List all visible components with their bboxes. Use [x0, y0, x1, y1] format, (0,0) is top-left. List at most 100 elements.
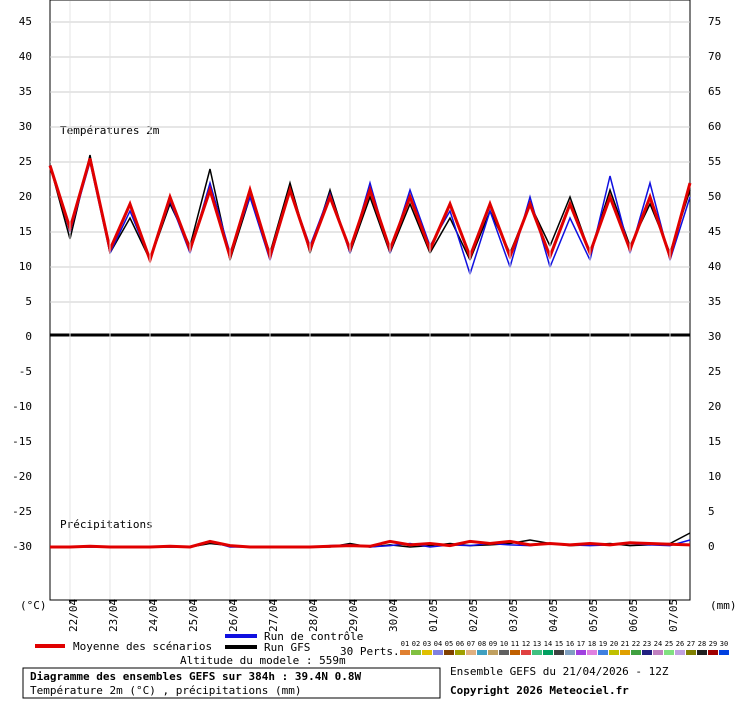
y2-tick-label: 5 [708, 505, 715, 518]
pert-label: 07 [467, 640, 475, 648]
footer-run: Ensemble GEFS du 21/04/2026 - 12Z [450, 665, 669, 678]
pert-swatch [675, 650, 685, 655]
pert-label: 08 [478, 640, 486, 648]
pert-swatch [411, 650, 421, 655]
pert-swatch [499, 650, 509, 655]
pert-label: 27 [687, 640, 695, 648]
y-tick-label: -20 [12, 470, 32, 483]
pert-label: 15 [555, 640, 563, 648]
y-tick-label: 5 [25, 295, 32, 308]
x-tick-label: 07/05 [667, 599, 680, 632]
y2-tick-label: 65 [708, 85, 721, 98]
legend-label: Run GFS [264, 641, 310, 654]
pert-swatch [620, 650, 630, 655]
y2-tick-label: 70 [708, 50, 721, 63]
pert-label: 22 [632, 640, 640, 648]
x-tick-label: 02/05 [467, 599, 480, 632]
pert-swatch [653, 650, 663, 655]
y2-tick-label: 0 [708, 540, 715, 553]
legend-label: 30 Perts. [340, 645, 400, 658]
pert-swatch [532, 650, 542, 655]
pert-swatch [587, 650, 597, 655]
pert-swatch [598, 650, 608, 655]
x-tick-label: 25/04 [187, 599, 200, 632]
pert-label: 11 [511, 640, 519, 648]
y-tick-label: -15 [12, 435, 32, 448]
x-tick-label: 29/04 [347, 599, 360, 632]
pert-label: 12 [522, 640, 530, 648]
y2-axis-label: (mm) [710, 599, 737, 612]
pert-swatch [521, 650, 531, 655]
series-line [50, 539, 691, 549]
pert-label: 20 [610, 640, 618, 648]
pert-label: 26 [676, 640, 684, 648]
x-tick-label: 23/04 [107, 599, 120, 632]
y-tick-label: 25 [19, 155, 32, 168]
pert-swatch [686, 650, 696, 655]
y-tick-label: -30 [12, 540, 32, 553]
pert-label: 17 [577, 640, 585, 648]
footer-title: Diagramme des ensembles GEFS sur 384h : … [30, 670, 362, 683]
y2-tick-label: 30 [708, 330, 721, 343]
x-tick-label: 06/05 [627, 599, 640, 632]
footer-subtitle: Température 2m (°C) , précipitations (mm… [30, 684, 302, 697]
pert-swatch [642, 650, 652, 655]
pert-label: 30 [720, 640, 728, 648]
y-tick-label: 20 [19, 190, 32, 203]
pert-label: 03 [423, 640, 431, 648]
pert-label: 01 [401, 640, 409, 648]
plot-frame [49, 0, 691, 601]
x-tick-label: 27/04 [267, 599, 280, 632]
pert-label: 09 [489, 640, 497, 648]
pert-swatch [400, 650, 410, 655]
x-tick-label: 04/05 [547, 599, 560, 632]
y2-tick-label: 10 [708, 470, 721, 483]
legend-label: Run de contrôle [264, 630, 363, 643]
pert-swatch [609, 650, 619, 655]
pert-label: 18 [588, 640, 596, 648]
x-tick-label: 01/05 [427, 599, 440, 632]
pert-label: 16 [566, 640, 574, 648]
x-tick-label: 05/05 [587, 599, 600, 632]
pert-label: 02 [412, 640, 420, 648]
pert-swatch [708, 650, 718, 655]
x-tick-label: 24/04 [147, 599, 160, 632]
pert-label: 25 [665, 640, 673, 648]
legend-label: Moyenne des scénarios [73, 640, 212, 653]
y2-tick-label: 75 [708, 15, 721, 28]
pert-swatch [543, 650, 553, 655]
y2-tick-label: 35 [708, 295, 721, 308]
y-tick-label: 10 [19, 260, 32, 273]
pert-label: 23 [643, 640, 651, 648]
pert-swatch [433, 650, 443, 655]
pert-label: 14 [544, 640, 552, 648]
y-tick-label: -5 [19, 365, 32, 378]
x-tick-label: 03/05 [507, 599, 520, 632]
pert-swatch [510, 650, 520, 655]
pert-swatch [444, 650, 454, 655]
pert-label: 04 [434, 640, 442, 648]
pert-swatch [697, 650, 707, 655]
pert-label: 06 [456, 640, 464, 648]
pert-swatch [554, 650, 564, 655]
pert-label: 29 [709, 640, 717, 648]
pert-swatch [576, 650, 586, 655]
y-tick-label: 45 [19, 15, 32, 28]
y2-tick-label: 15 [708, 435, 721, 448]
pert-label: 05 [445, 640, 453, 648]
perturbation-legend: 01 02 03 04 05 06 07 08 09 10 11 12 13 14 15 16 17 18 19 20… [400, 640, 729, 655]
y-tick-label: -25 [12, 505, 32, 518]
y2-tick-label: 25 [708, 365, 721, 378]
y2-tick-label: 50 [708, 190, 721, 203]
pert-swatch [664, 650, 674, 655]
x-tick-label: 28/04 [307, 599, 320, 632]
y-tick-label: 35 [19, 85, 32, 98]
footer-box [22, 667, 441, 699]
legend-label: Altitude du modele : 559m [180, 654, 346, 667]
y2-tick-label: 55 [708, 155, 721, 168]
y2-tick-label: 60 [708, 120, 721, 133]
y-tick-label: 0 [25, 330, 32, 343]
pert-swatch [455, 650, 465, 655]
y2-tick-label: 40 [708, 260, 721, 273]
